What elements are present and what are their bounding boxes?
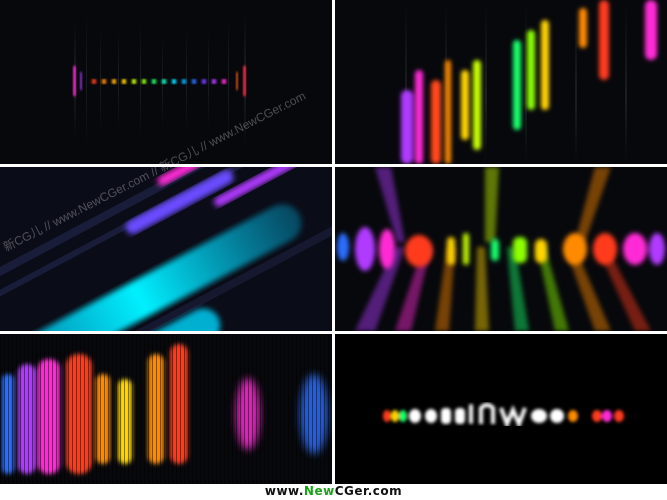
url-prefix: www. [264, 484, 304, 498]
panel-middle-left [0, 167, 332, 331]
panel-top-right [335, 0, 667, 164]
rainbow-text-rays-graphic [335, 167, 667, 331]
white-glow-text-graphic [335, 334, 667, 485]
footer: www.NewCGer.com [0, 484, 667, 500]
panel-bottom-left [0, 334, 332, 485]
close-up-neon-letters-graphic [0, 334, 332, 485]
panel-middle-right [335, 167, 667, 331]
url-brand-new: New [303, 484, 335, 498]
light-streaks-graphic [0, 0, 332, 164]
diagonal-neon-bars-graphic [0, 167, 332, 331]
url-brand-cger: CGer [334, 484, 368, 498]
neon-letters-graphic [335, 0, 667, 164]
url-suffix: .com [367, 484, 403, 498]
panel-top-left [0, 0, 332, 164]
image-grid: 新CG儿 // www.NewCGer.com // 新CG儿 // www.N… [0, 0, 667, 485]
panel-bottom-right [335, 334, 667, 485]
site-url: www.NewCGer.com [0, 484, 667, 498]
